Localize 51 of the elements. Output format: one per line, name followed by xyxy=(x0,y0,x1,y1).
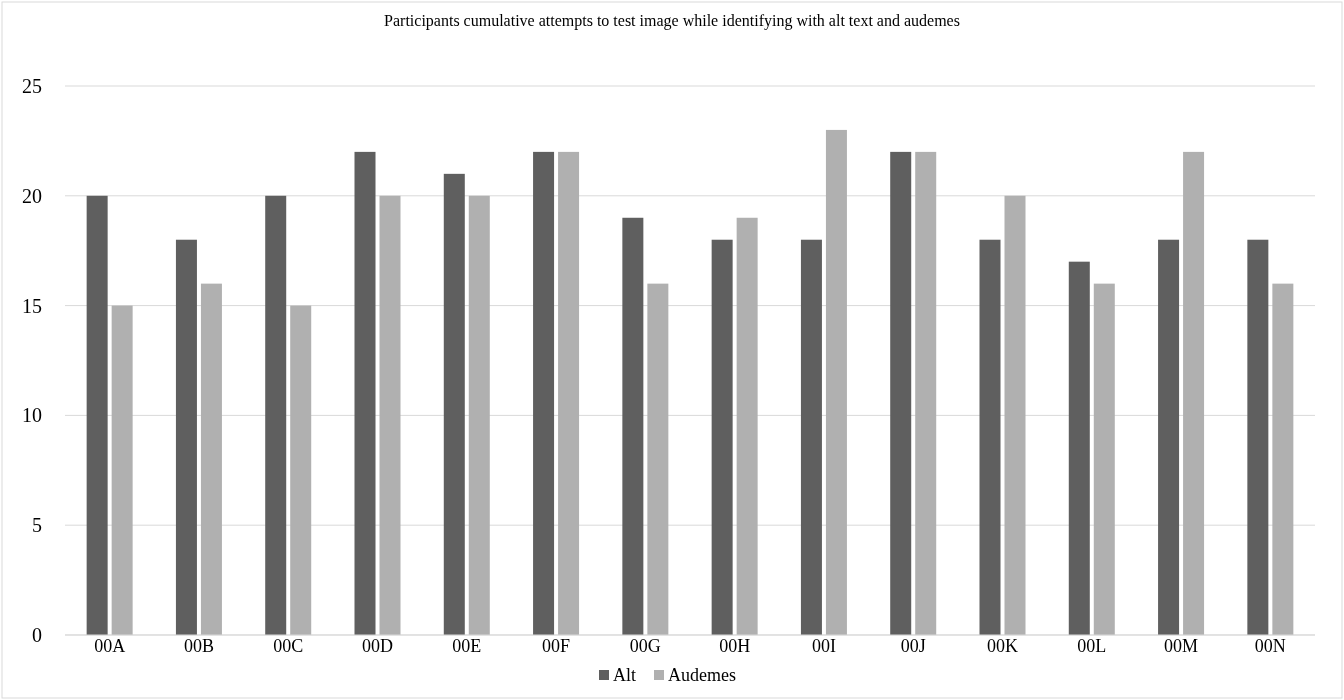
bar xyxy=(979,239,1001,635)
x-tick-label: 00I xyxy=(811,636,836,656)
bar xyxy=(800,239,822,635)
bar xyxy=(890,151,912,635)
bar xyxy=(354,151,376,635)
bar xyxy=(86,195,108,635)
bar xyxy=(1093,283,1115,635)
x-tick-label: 00N xyxy=(1254,636,1286,656)
x-tick-label: 00H xyxy=(719,636,751,656)
bar xyxy=(111,305,133,635)
bar xyxy=(379,195,401,635)
bar xyxy=(647,283,669,635)
bar xyxy=(1272,283,1294,635)
y-tick-label: 0 xyxy=(32,624,42,646)
x-tick-label: 00L xyxy=(1077,636,1107,656)
bar xyxy=(825,129,847,635)
bar xyxy=(468,195,490,635)
x-tick-label: 00E xyxy=(452,636,482,656)
x-tick-label: 00C xyxy=(273,636,304,656)
y-tick-label: 15 xyxy=(22,294,42,317)
bar xyxy=(533,151,555,635)
x-tick-label: 00A xyxy=(94,636,126,656)
x-tick-label: 00F xyxy=(542,636,571,656)
legend-label: Audemes xyxy=(668,665,736,686)
bar xyxy=(736,217,758,635)
bar xyxy=(1183,151,1205,635)
bar xyxy=(443,173,465,635)
x-tick-label: 00D xyxy=(362,636,393,656)
bar xyxy=(915,151,937,635)
x-tick-label: 00K xyxy=(987,636,1018,656)
bar xyxy=(558,151,580,635)
x-tick-label: 00J xyxy=(900,636,926,656)
y-tick-label: 5 xyxy=(32,514,42,537)
bar xyxy=(622,217,644,635)
y-tick-label: 10 xyxy=(22,404,42,427)
y-tick-label: 25 xyxy=(22,75,42,97)
x-tick-label: 00G xyxy=(629,636,661,656)
legend-label: Alt xyxy=(613,665,637,686)
bar xyxy=(200,283,222,635)
bar xyxy=(1158,239,1180,635)
bar xyxy=(175,239,197,635)
bar xyxy=(265,195,287,635)
bar xyxy=(1068,261,1090,635)
x-tick-label: 00B xyxy=(183,636,214,656)
y-tick-label: 20 xyxy=(22,184,42,207)
bar xyxy=(711,239,733,635)
bar xyxy=(290,305,312,635)
x-tick-label: 00M xyxy=(1164,636,1199,656)
bar xyxy=(1247,239,1269,635)
chart-title: Participants cumulative attempts to test image while identifying with alt text and audemes xyxy=(384,12,960,30)
bar xyxy=(1004,195,1026,635)
